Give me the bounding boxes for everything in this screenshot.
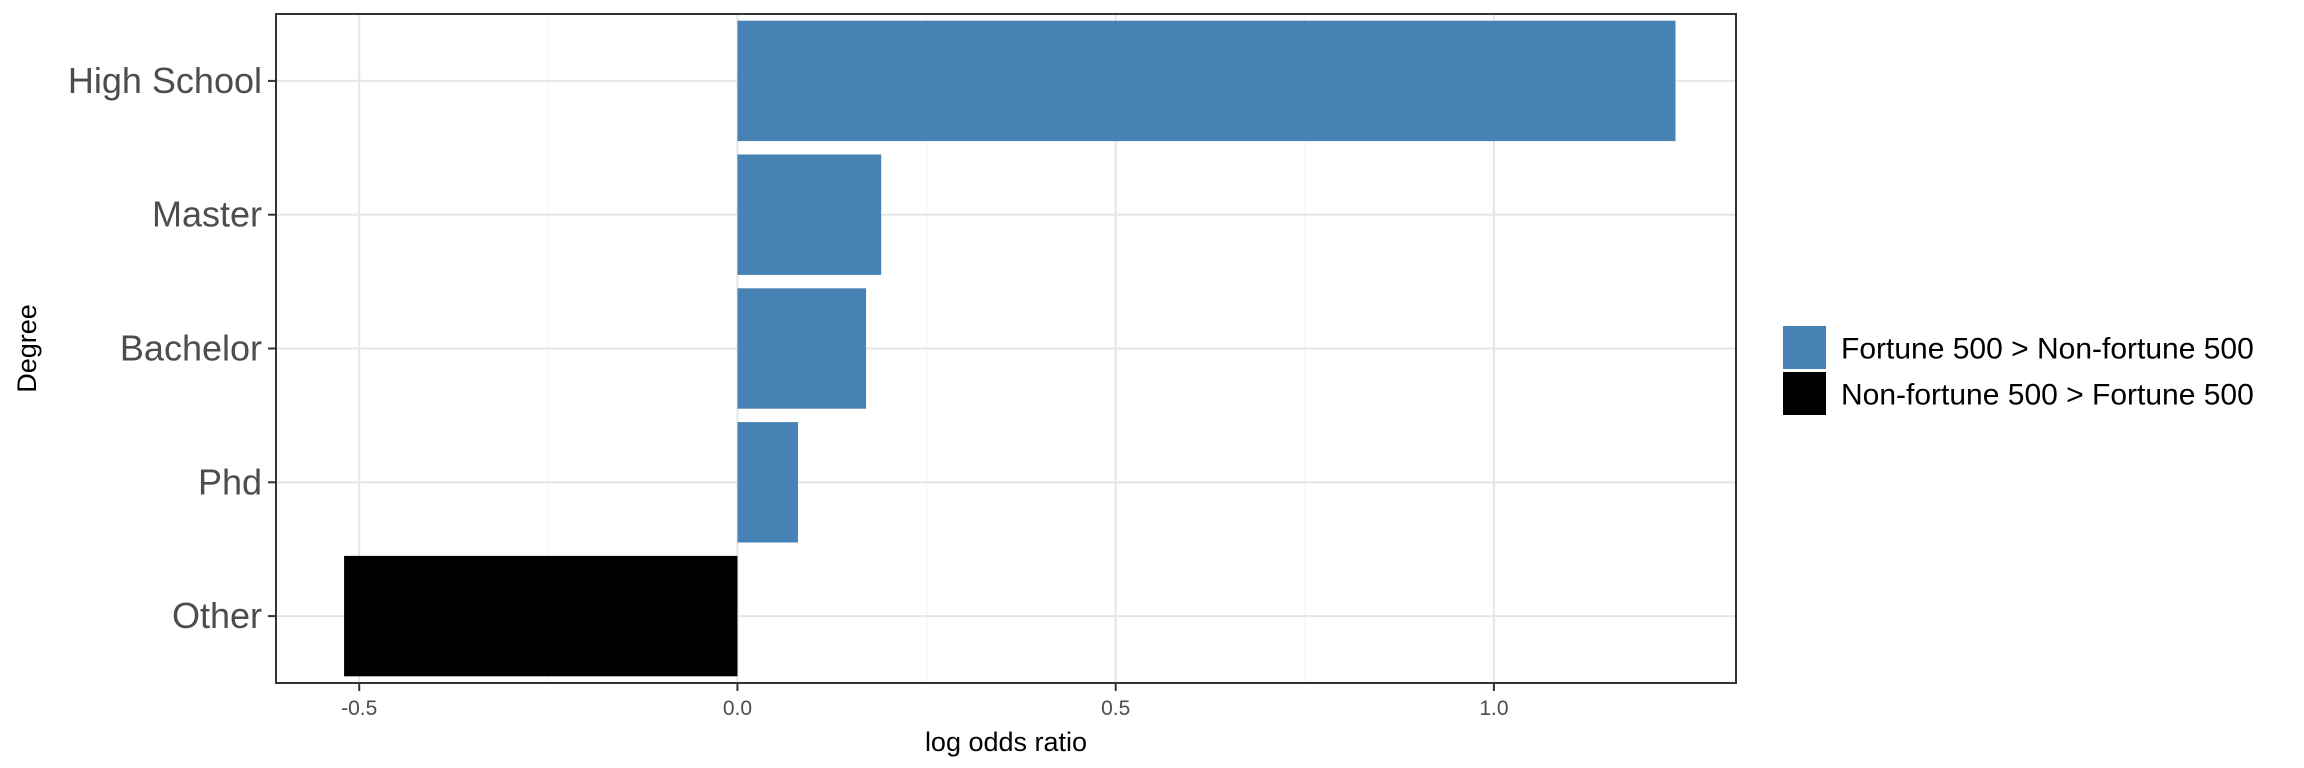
y-axis-title: Degree — [12, 304, 42, 393]
bar-bachelor — [737, 288, 867, 409]
bar-phd — [737, 422, 798, 543]
x-axis-title: log odds ratio — [925, 727, 1087, 757]
y-tick-label: Phd — [198, 461, 262, 502]
x-tick-label: -0.5 — [341, 697, 377, 720]
x-axis: -0.5 0.0 0.5 1.0 — [341, 683, 1509, 720]
y-tick-label: Bachelor — [120, 328, 262, 369]
legend-key — [1783, 372, 1826, 415]
y-tick-label: Master — [152, 194, 262, 235]
bars — [344, 20, 1676, 677]
y-tick-label: Other — [172, 595, 262, 636]
bar-high-school — [737, 20, 1676, 142]
x-tick-label: 0.0 — [723, 697, 752, 720]
bar-other — [344, 555, 738, 677]
y-axis: High School Master Bachelor Phd Other — [68, 60, 276, 636]
x-tick-label: 0.5 — [1101, 697, 1130, 720]
x-tick-label: 1.0 — [1479, 697, 1508, 720]
legend: Fortune 500 > Non-fortune 500 Non-fortune… — [1783, 326, 2254, 415]
bar-master — [737, 154, 882, 275]
legend-key — [1783, 326, 1826, 369]
legend-label: Fortune 500 > Non-fortune 500 — [1841, 333, 2254, 366]
y-tick-label: High School — [68, 60, 262, 101]
legend-label: Non-fortune 500 > Fortune 500 — [1841, 379, 2254, 412]
